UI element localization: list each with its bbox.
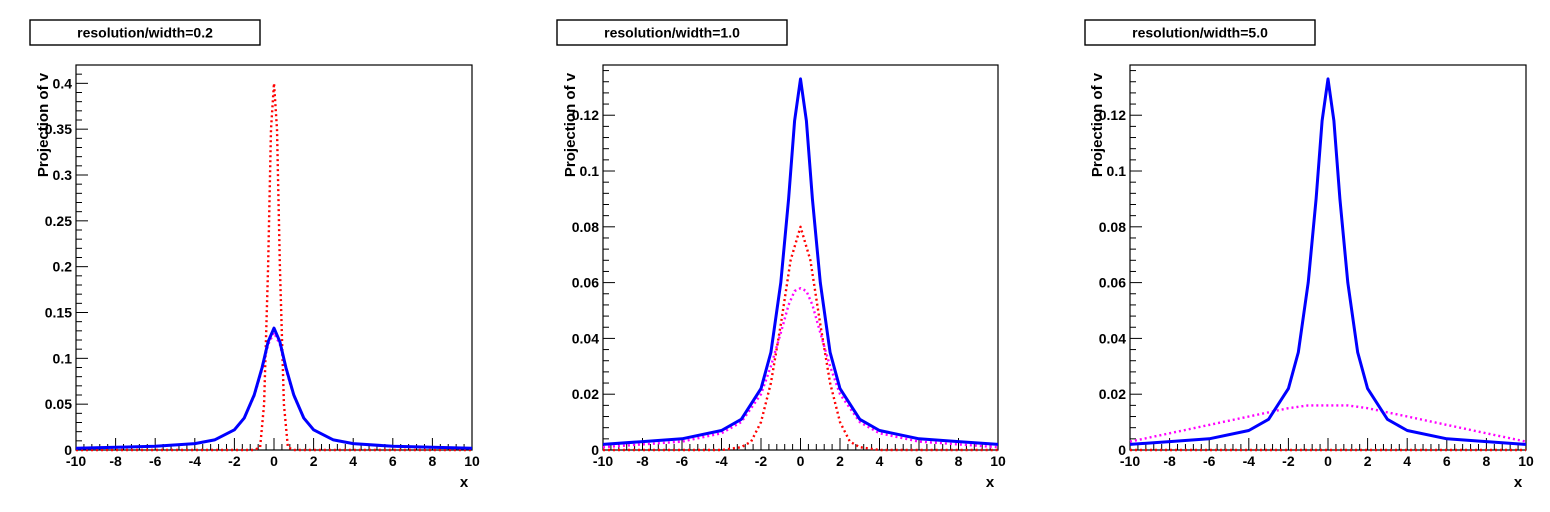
x-tick-label: -2: [1282, 453, 1295, 469]
x-axis-label: x: [986, 474, 995, 491]
x-tick-label: -6: [676, 453, 689, 469]
x-tick-label: -6: [1203, 453, 1216, 469]
x-tick-label: 8: [955, 453, 963, 469]
panel-1: resolution/width=0.2 -10 -8 -6 -4 -2 0 2 4 6 8 10 0 0…: [29, 19, 480, 491]
y-tick-label: 0.12: [572, 107, 599, 123]
y-tick-label: 0.35: [45, 121, 72, 137]
y-tick-label: 0.04: [1099, 330, 1126, 346]
panel-3: resolution/width=5.0 -10 -8 -6 -4 -2 0 2 4 6 8 10 0 0…: [1084, 19, 1534, 491]
y-tick-label: 0.08: [572, 219, 599, 235]
y-axis-label: Projection of v: [1089, 72, 1106, 177]
x-tick-label: -2: [755, 453, 768, 469]
series-line-3: [75, 331, 473, 450]
x-tick-label: 2: [836, 453, 844, 469]
x-tick-label: 8: [429, 453, 437, 469]
y-tick-label: 0.1: [580, 163, 600, 179]
panel-title-box: [1084, 19, 1316, 46]
x-tick-label: 4: [876, 453, 884, 469]
panel-title-box: [29, 19, 261, 46]
x-tick-label: 2: [1364, 453, 1372, 469]
x-tick-label: 0: [1324, 453, 1332, 469]
y-tick-label: 0: [591, 442, 599, 458]
x-tick-label: 4: [349, 453, 357, 469]
y-tick-label: 0.15: [45, 305, 72, 321]
x-tick-label: 10: [464, 453, 480, 469]
y-tick-label: 0.04: [572, 330, 599, 346]
y-tick-label: 0.08: [1099, 219, 1126, 235]
x-tick-label: -2: [228, 453, 241, 469]
plot-frame: [602, 64, 999, 451]
panel-title: resolution/width=5.0: [1132, 25, 1268, 41]
x-tick-label: 2: [310, 453, 318, 469]
x-tick-label: -10: [66, 453, 86, 469]
x-tick-label: -4: [1243, 453, 1256, 469]
y-tick-label: 0.05: [45, 396, 72, 412]
panel-2: resolution/width=1.0 -10 -8 -6 -4 -2 0 2 4 6 8 10 0 0…: [556, 19, 1006, 491]
y-tick-label: 0.25: [45, 213, 72, 229]
x-tick-label: 4: [1403, 453, 1411, 469]
y-tick-label: 0.1: [53, 350, 73, 366]
y-tick-label: 0.12: [1099, 107, 1126, 123]
series-line-2: [603, 225, 998, 452]
x-tick-label: -4: [715, 453, 728, 469]
x-tick-label: 10: [990, 453, 1006, 469]
y-tick-label: 0.4: [53, 75, 73, 91]
y-tick-label: 0.1: [1107, 163, 1127, 179]
panel-title: resolution/width=0.2: [77, 25, 213, 41]
y-tick-label: 0.02: [572, 386, 599, 402]
y-tick-label: 0.2: [53, 259, 73, 275]
y-axis-label: Projection of v: [562, 72, 579, 177]
y-axis-label: Projection of v: [35, 72, 52, 177]
y-tick-label: 0.06: [1099, 275, 1126, 291]
x-axis-label: x: [460, 474, 469, 491]
x-tick-label: -8: [636, 453, 649, 469]
series-line-1: [75, 326, 473, 450]
x-tick-label: 0: [270, 453, 278, 469]
x-tick-label: 6: [1443, 453, 1451, 469]
plot-frame: [1129, 64, 1527, 451]
x-tick-label: 10: [1518, 453, 1534, 469]
x-tick-label: -10: [1120, 453, 1140, 469]
y-tick-label: 0.02: [1099, 386, 1126, 402]
series-line-1: [602, 77, 999, 446]
series-line-3: [1129, 404, 1527, 443]
y-tick-label: 0: [1118, 442, 1126, 458]
plot-frame: [75, 64, 473, 451]
panel-title-box: [556, 19, 788, 46]
y-tick-label: 0.06: [572, 275, 599, 291]
x-tick-label: -8: [1163, 453, 1176, 469]
x-tick-label: 6: [915, 453, 923, 469]
x-tick-label: -4: [189, 453, 202, 469]
x-tick-label: 8: [1483, 453, 1491, 469]
series-line-3: [602, 287, 999, 449]
x-tick-label: -10: [593, 453, 613, 469]
y-tick-label: 0.3: [53, 167, 73, 183]
panel-title: resolution/width=1.0: [604, 25, 740, 41]
y-tick-label: 0: [64, 442, 72, 458]
x-tick-label: 6: [389, 453, 397, 469]
x-tick-label: 0: [797, 453, 805, 469]
series-line-1: [1129, 77, 1527, 446]
x-axis-label: x: [1514, 474, 1523, 491]
x-tick-label: -6: [149, 453, 162, 469]
series-line-2: [76, 82, 472, 452]
x-tick-label: -8: [109, 453, 122, 469]
